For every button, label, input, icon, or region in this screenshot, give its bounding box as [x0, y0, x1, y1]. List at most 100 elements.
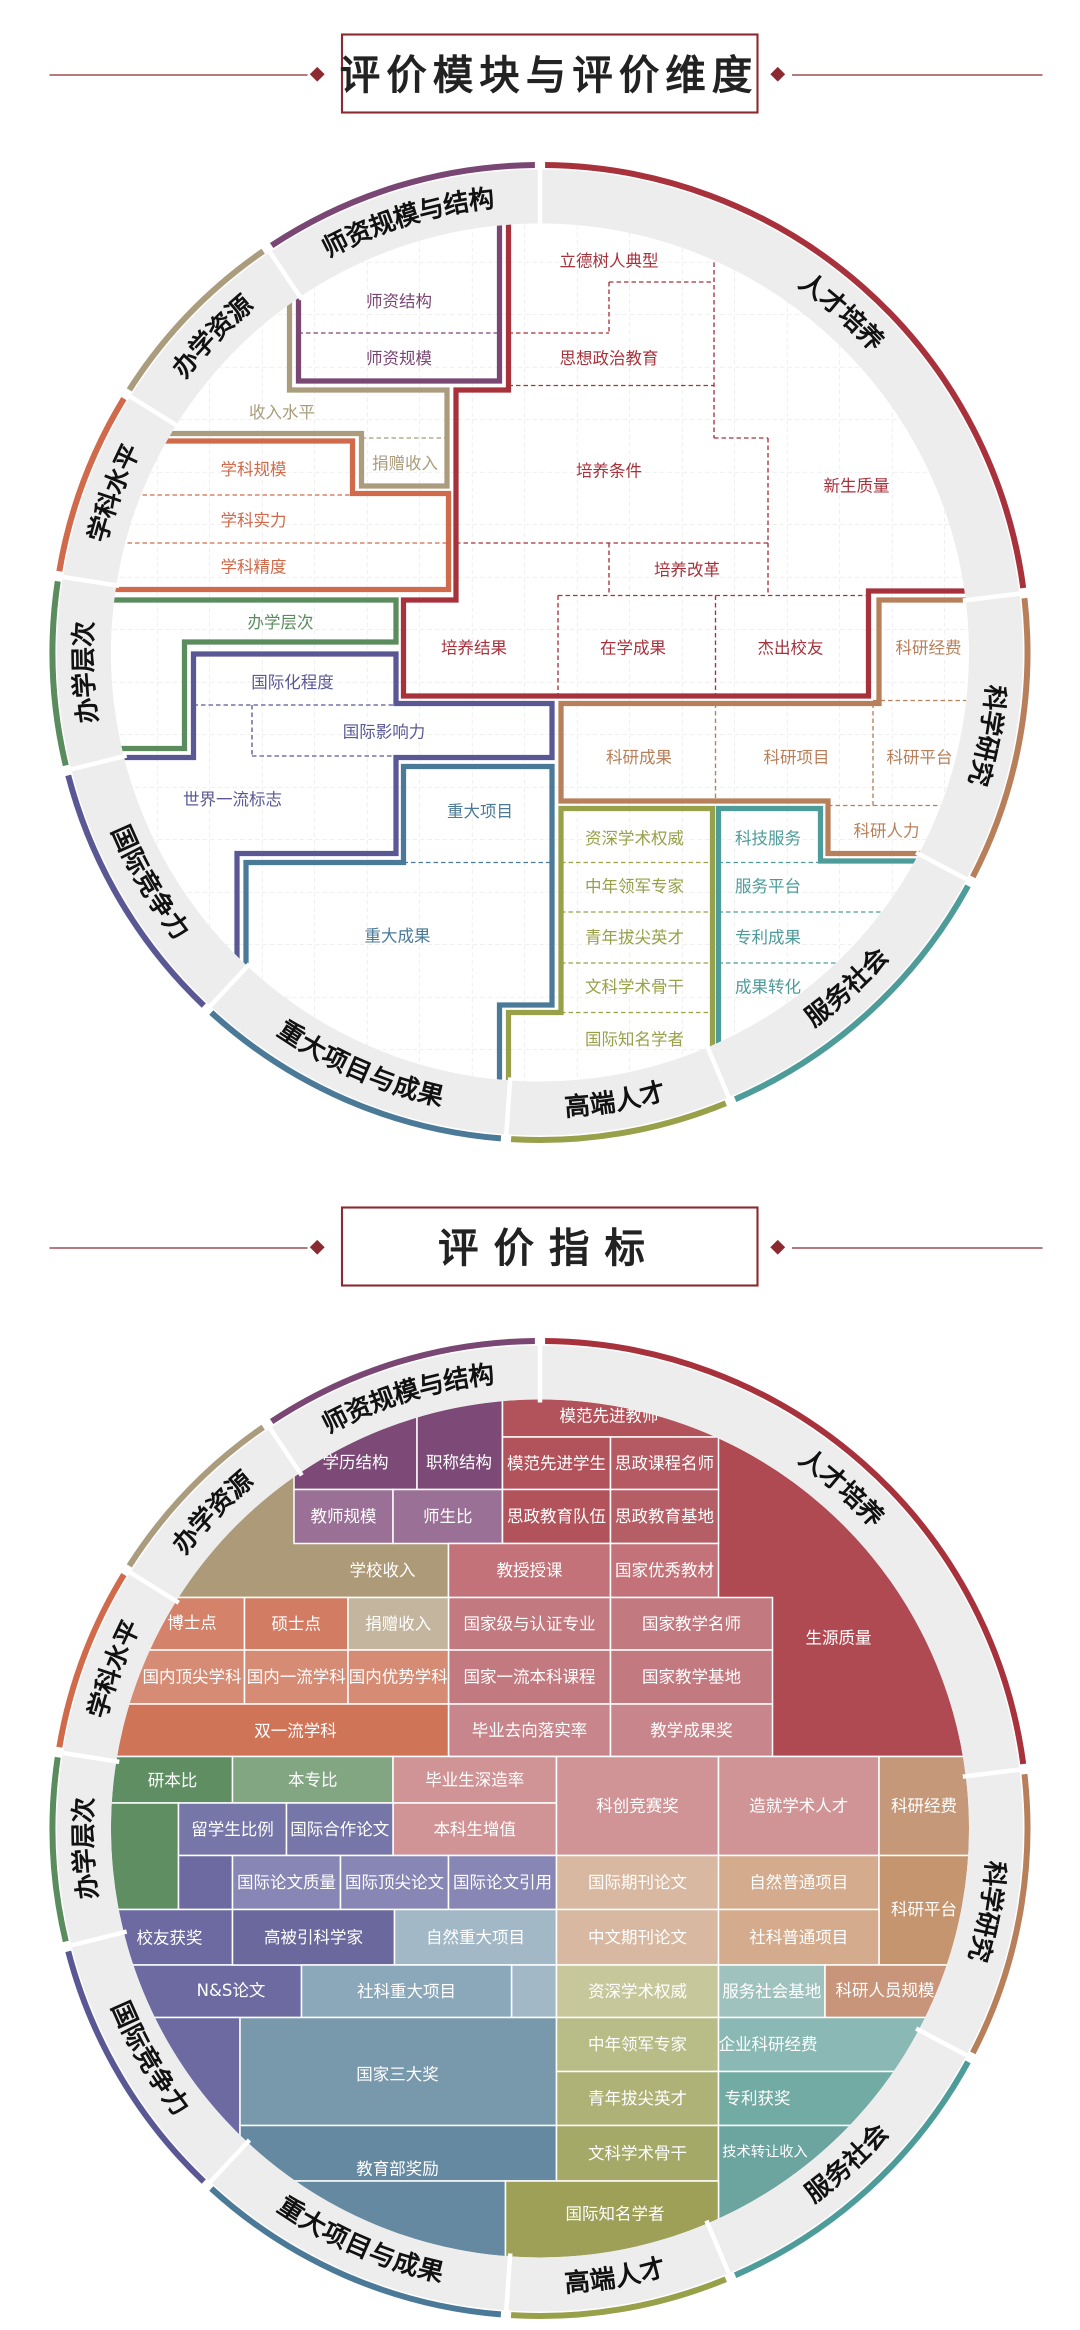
indicator-label: 国际期刊论文 — [588, 1873, 687, 1892]
module-label: 培养条件 — [576, 462, 642, 481]
indicator-cell — [555, 2124, 720, 2182]
module-label: 师资结构 — [366, 292, 432, 311]
indicator-cell — [609, 1542, 720, 1599]
module-label: 文科学术骨干 — [585, 978, 684, 997]
ring-band — [707, 853, 967, 1098]
segment-separator — [962, 589, 1032, 603]
indicator-label: 国内优势学科 — [349, 1668, 448, 1687]
module-label: 青年拔尖英才 — [585, 928, 684, 947]
module-outlines — [111, 223, 969, 1082]
ring-band — [918, 1769, 1023, 2056]
indicator-label: 社科重大项目 — [357, 1982, 456, 2001]
segment-separator — [704, 1043, 736, 1110]
indicator-cell — [510, 1964, 558, 2019]
indicator-label: 毕业去向落实率 — [472, 1721, 588, 1740]
section-header-indicators: 评价指标 — [49, 1206, 1043, 1287]
indicator-label: 科研人员规模 — [836, 1981, 935, 2000]
segment-separator — [915, 850, 979, 887]
dimension-color-arc — [56, 1572, 127, 1748]
indicator-label: 国际顶尖论文 — [345, 1873, 444, 1892]
indicator-cell — [555, 1964, 720, 2019]
indicator-label: 博士点 — [167, 1614, 217, 1633]
module-label: 培养改革 — [654, 561, 720, 580]
module-label: 新生质量 — [824, 477, 890, 496]
indicator-cell — [609, 1436, 720, 1491]
indicator-cell — [231, 1908, 396, 1966]
ring-band — [539, 1345, 1020, 1777]
indicator-label: 国内顶尖学科 — [143, 1668, 242, 1687]
dimension-segment: 办学层次 — [49, 1752, 124, 1946]
ring-band — [269, 1345, 541, 1473]
indicator-cell — [177, 1854, 234, 1911]
dimension-color-arc — [733, 884, 971, 1102]
ring-band — [210, 966, 511, 1135]
indicator-label: 师生比 — [423, 1507, 473, 1526]
indicator-cell — [243, 1596, 349, 1651]
module-label: 科研平台 — [887, 748, 953, 767]
dimension-segment: 人才培养 — [539, 162, 1027, 601]
indicator-label: 国际合作论文 — [290, 1820, 389, 1839]
module-label: 在学成果 — [600, 639, 666, 658]
indicator-label: 科创竞赛奖 — [596, 1796, 679, 1816]
indicator-label: 专利获奖 — [725, 2089, 791, 2108]
dimension-color-arc — [510, 1100, 727, 1143]
indicator-label: 模范先进学生 — [507, 1454, 606, 1473]
dimension-color-arc — [970, 1773, 1031, 2055]
indicator-label: 国家教学基地 — [642, 1668, 741, 1687]
module-label: 科研人力 — [854, 822, 920, 841]
indicator-cell — [555, 2016, 720, 2073]
dimension-color-arc — [269, 1338, 535, 1425]
indicator-cell — [243, 1649, 349, 1705]
module-label: 国际知名学者 — [585, 1030, 684, 1049]
indicator-label: 国内一流学科 — [247, 1668, 346, 1687]
indicator-label: 思政课程名师 — [615, 1454, 714, 1473]
indicator-cell — [285, 1802, 394, 1857]
dimension-segment: 高端人才 — [506, 1047, 729, 1143]
indicator-label: 职称结构 — [426, 1453, 492, 1472]
indicator-cell — [447, 1542, 612, 1599]
indicator-cell — [447, 1703, 612, 1758]
module-outline — [111, 438, 452, 593]
indicator-cell — [447, 1649, 612, 1705]
dimension-color-arc — [126, 1424, 265, 1568]
ring-band — [130, 252, 301, 426]
indicator-label: 青年拔尖英才 — [588, 2089, 687, 2108]
indicator-label: 国际知名学者 — [566, 2205, 665, 2224]
indicator-cell — [717, 1755, 880, 1857]
module-outline — [715, 805, 969, 1082]
indicator-label: 国家教学名师 — [642, 1614, 741, 1633]
indicator-label: 学历结构 — [323, 1453, 389, 1472]
indicator-cell — [177, 1802, 288, 1857]
indicator-cell — [501, 1488, 612, 1545]
module-label: 捐赠收入 — [372, 454, 438, 473]
ring-band — [71, 1932, 248, 2182]
segment-separator — [59, 1929, 128, 1951]
dimension-color-arc — [65, 774, 206, 1008]
dimension-segment: 科学研究 — [918, 593, 1031, 880]
indicator-cell — [231, 1854, 342, 1911]
module-label: 培养结果 — [441, 639, 507, 658]
diamond-icon — [770, 1239, 786, 1255]
dimension-color-arc — [65, 1950, 206, 2184]
indicator-label: 模范先进教师 — [560, 1407, 659, 1426]
module-label: 科研经费 — [896, 639, 962, 658]
header-frame — [340, 33, 759, 114]
segment-separator — [261, 240, 304, 301]
module-label: 杰出校友 — [758, 639, 824, 658]
indicator-label: 研本比 — [148, 1771, 198, 1790]
indicator-label: 企业科研经费 — [719, 2035, 818, 2054]
indicator-label: 国家一流本科课程 — [464, 1668, 596, 1687]
indicator-label: 本科生增值 — [434, 1820, 517, 1839]
indicator-cell — [609, 1703, 774, 1758]
indicator-cell — [717, 1908, 880, 1966]
section-title: 评价指标 — [438, 1224, 660, 1272]
indicator-cell — [347, 1596, 450, 1651]
ring-band — [707, 2029, 967, 2274]
module-outline — [111, 597, 399, 752]
module-outline — [111, 651, 555, 1082]
dimension-color-arc — [49, 1756, 69, 1943]
dimension-color-arc — [49, 580, 69, 767]
